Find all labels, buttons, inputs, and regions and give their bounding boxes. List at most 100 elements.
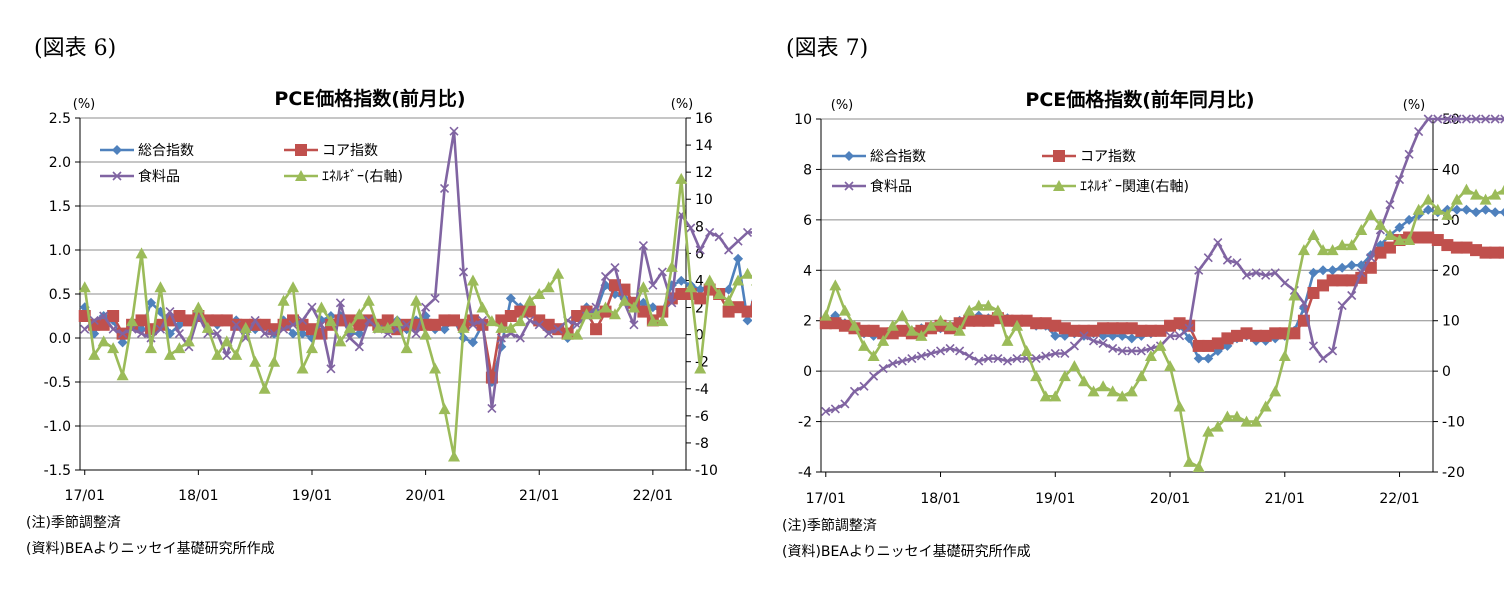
data-point xyxy=(297,315,308,325)
data-point xyxy=(1213,237,1223,248)
data-point xyxy=(991,304,1004,316)
data-point xyxy=(1461,114,1472,124)
x-tick-label: 22/01 xyxy=(1379,491,1419,507)
left-tick-label: 4 xyxy=(803,263,812,279)
data-point xyxy=(1356,268,1366,278)
data-point xyxy=(315,301,328,313)
x-tick-label: 20/01 xyxy=(1150,491,1190,507)
data-point xyxy=(353,318,366,331)
data-point xyxy=(1058,322,1071,335)
data-point xyxy=(974,356,984,366)
data-point xyxy=(514,315,527,327)
data-point xyxy=(260,329,270,339)
data-point xyxy=(859,381,869,391)
data-point xyxy=(211,348,224,360)
data-point xyxy=(1403,234,1416,246)
data-point xyxy=(751,301,752,314)
note-source: (資料)BEAよりニッセイ基礎研究所作成 xyxy=(26,541,275,557)
chart-svg: PCE価格指数(前月比)(%) (%)2.52.01.51.00.50.0-0.5… xyxy=(44,87,752,504)
data-point xyxy=(116,369,129,381)
data-point xyxy=(326,364,336,374)
data-point xyxy=(1058,370,1071,382)
data-point xyxy=(391,315,404,327)
data-point xyxy=(80,324,90,334)
data-point xyxy=(173,310,186,322)
data-point xyxy=(182,335,195,347)
data-point xyxy=(107,310,120,322)
data-point xyxy=(705,227,715,237)
data-point xyxy=(829,317,842,330)
data-point xyxy=(1489,188,1502,200)
data-point xyxy=(1297,244,1310,256)
data-point xyxy=(732,274,745,286)
data-point xyxy=(675,288,688,300)
right-tick-label: -4 xyxy=(695,382,709,398)
legend-label: 総合指数 xyxy=(870,149,926,165)
data-point xyxy=(964,351,974,361)
data-point xyxy=(637,305,650,318)
data-point xyxy=(829,279,842,291)
data-point xyxy=(982,314,995,327)
data-point xyxy=(945,343,955,354)
data-point xyxy=(1489,246,1502,259)
x-tick-label: 18/01 xyxy=(920,491,960,507)
x-tick-label: 19/01 xyxy=(1035,491,1075,507)
data-point xyxy=(858,339,871,351)
data-point xyxy=(1125,322,1138,335)
data-point xyxy=(552,267,565,279)
x-tick-label: 17/01 xyxy=(806,491,846,507)
data-point xyxy=(648,280,658,290)
data-point xyxy=(1394,222,1405,233)
data-point xyxy=(722,305,735,318)
data-point xyxy=(466,274,479,286)
data-point xyxy=(135,247,148,259)
data-point xyxy=(934,314,947,326)
data-point xyxy=(1259,329,1272,342)
data-point xyxy=(1288,327,1301,340)
legend-label: ｴﾈﾙｷﾞｰ関連(右軸) xyxy=(1080,179,1189,195)
data-point xyxy=(88,348,101,360)
data-point xyxy=(1288,289,1301,301)
x-tick-label: 20/01 xyxy=(405,488,445,504)
data-point xyxy=(381,321,394,333)
data-point xyxy=(972,299,985,311)
data-point xyxy=(993,353,1003,364)
data-point xyxy=(1307,286,1320,299)
right-tick-label: 20 xyxy=(1442,263,1460,279)
data-point xyxy=(430,293,440,303)
legend-marker xyxy=(295,144,307,156)
data-point xyxy=(1317,279,1330,292)
data-point xyxy=(1337,301,1347,311)
data-point xyxy=(1480,204,1491,215)
data-point xyxy=(1002,356,1013,366)
data-point xyxy=(963,304,976,316)
data-point xyxy=(89,315,99,325)
data-point xyxy=(145,342,158,354)
data-point xyxy=(117,337,128,348)
data-point xyxy=(324,315,337,327)
data-point xyxy=(334,335,347,347)
data-point xyxy=(1031,353,1041,364)
data-point xyxy=(1192,339,1205,352)
left-axis-unit: (%) xyxy=(73,97,96,112)
data-point xyxy=(838,319,851,332)
data-point xyxy=(924,319,937,331)
right-tick-label: 12 xyxy=(695,165,713,181)
right-tick-label: -10 xyxy=(695,463,718,479)
data-point xyxy=(1144,324,1157,337)
legend-label: 総合指数 xyxy=(138,143,194,159)
data-point xyxy=(1374,246,1387,259)
data-point xyxy=(155,324,166,334)
data-point xyxy=(307,302,317,312)
data-point xyxy=(580,308,593,320)
data-point xyxy=(982,299,995,311)
data-point xyxy=(439,324,450,335)
data-point xyxy=(1461,204,1472,215)
data-point xyxy=(742,315,752,326)
data-point xyxy=(222,351,232,361)
data-point xyxy=(126,315,139,327)
data-point xyxy=(1202,339,1215,352)
legend-label: ｴﾈﾙｷﾞｰ(右軸) xyxy=(322,169,403,185)
data-point xyxy=(1393,234,1406,246)
left-tick-label: 1.5 xyxy=(49,199,71,215)
